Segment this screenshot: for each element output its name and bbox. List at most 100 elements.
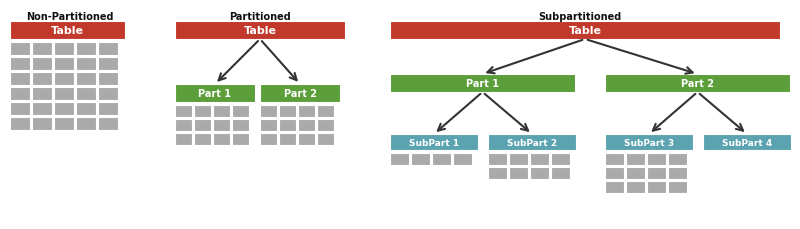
FancyBboxPatch shape (390, 134, 478, 150)
FancyBboxPatch shape (98, 73, 118, 86)
FancyBboxPatch shape (317, 120, 334, 131)
Text: Non-Partitioned: Non-Partitioned (26, 12, 114, 22)
FancyBboxPatch shape (76, 43, 96, 56)
Text: SubPart 1: SubPart 1 (409, 138, 459, 147)
FancyBboxPatch shape (626, 181, 645, 193)
FancyBboxPatch shape (298, 106, 315, 117)
FancyBboxPatch shape (317, 134, 334, 145)
Text: Table: Table (569, 26, 602, 36)
FancyBboxPatch shape (317, 106, 334, 117)
FancyBboxPatch shape (76, 117, 96, 131)
FancyBboxPatch shape (98, 58, 118, 71)
FancyBboxPatch shape (10, 22, 125, 40)
FancyBboxPatch shape (213, 106, 230, 117)
FancyBboxPatch shape (175, 22, 345, 40)
FancyBboxPatch shape (32, 73, 52, 86)
FancyBboxPatch shape (488, 134, 576, 150)
FancyBboxPatch shape (175, 134, 192, 145)
FancyBboxPatch shape (32, 43, 52, 56)
FancyBboxPatch shape (453, 153, 472, 165)
FancyBboxPatch shape (605, 153, 624, 165)
FancyBboxPatch shape (647, 181, 666, 193)
FancyBboxPatch shape (76, 103, 96, 115)
Text: SubPart 2: SubPart 2 (507, 138, 557, 147)
FancyBboxPatch shape (390, 22, 780, 40)
FancyBboxPatch shape (509, 167, 528, 179)
FancyBboxPatch shape (626, 167, 645, 179)
FancyBboxPatch shape (213, 120, 230, 131)
FancyBboxPatch shape (10, 117, 30, 131)
FancyBboxPatch shape (411, 153, 430, 165)
FancyBboxPatch shape (10, 58, 30, 71)
FancyBboxPatch shape (647, 167, 666, 179)
FancyBboxPatch shape (668, 167, 687, 179)
FancyBboxPatch shape (260, 120, 277, 131)
FancyBboxPatch shape (54, 117, 74, 131)
FancyBboxPatch shape (194, 134, 211, 145)
FancyBboxPatch shape (232, 120, 249, 131)
FancyBboxPatch shape (175, 120, 192, 131)
Text: Table: Table (51, 26, 84, 36)
FancyBboxPatch shape (488, 167, 507, 179)
FancyBboxPatch shape (298, 134, 315, 145)
FancyBboxPatch shape (54, 43, 74, 56)
FancyBboxPatch shape (626, 153, 645, 165)
FancyBboxPatch shape (260, 106, 277, 117)
FancyBboxPatch shape (530, 153, 549, 165)
FancyBboxPatch shape (32, 103, 52, 115)
FancyBboxPatch shape (54, 58, 74, 71)
FancyBboxPatch shape (76, 58, 96, 71)
FancyBboxPatch shape (10, 73, 30, 86)
FancyBboxPatch shape (488, 153, 507, 165)
FancyBboxPatch shape (279, 106, 296, 117)
FancyBboxPatch shape (10, 103, 30, 115)
FancyBboxPatch shape (647, 153, 666, 165)
FancyBboxPatch shape (605, 167, 624, 179)
FancyBboxPatch shape (390, 153, 409, 165)
FancyBboxPatch shape (232, 106, 249, 117)
FancyBboxPatch shape (32, 117, 52, 131)
FancyBboxPatch shape (668, 181, 687, 193)
FancyBboxPatch shape (10, 43, 30, 56)
FancyBboxPatch shape (551, 153, 570, 165)
FancyBboxPatch shape (260, 85, 340, 103)
FancyBboxPatch shape (260, 134, 277, 145)
Text: Subpartitioned: Subpartitioned (538, 12, 622, 22)
FancyBboxPatch shape (509, 153, 528, 165)
FancyBboxPatch shape (605, 75, 790, 93)
Text: Part 2: Part 2 (283, 89, 317, 98)
FancyBboxPatch shape (213, 134, 230, 145)
Text: Part 1: Part 1 (198, 89, 231, 98)
FancyBboxPatch shape (605, 134, 693, 150)
FancyBboxPatch shape (54, 88, 74, 101)
FancyBboxPatch shape (279, 134, 296, 145)
FancyBboxPatch shape (32, 58, 52, 71)
Text: Part 1: Part 1 (466, 79, 499, 89)
FancyBboxPatch shape (703, 134, 791, 150)
FancyBboxPatch shape (10, 88, 30, 101)
FancyBboxPatch shape (432, 153, 451, 165)
FancyBboxPatch shape (98, 103, 118, 115)
Text: Partitioned: Partitioned (229, 12, 291, 22)
FancyBboxPatch shape (76, 88, 96, 101)
FancyBboxPatch shape (54, 103, 74, 115)
FancyBboxPatch shape (551, 167, 570, 179)
Text: SubPart 4: SubPart 4 (722, 138, 772, 147)
FancyBboxPatch shape (279, 120, 296, 131)
Text: Table: Table (243, 26, 277, 36)
FancyBboxPatch shape (54, 73, 74, 86)
FancyBboxPatch shape (194, 120, 211, 131)
FancyBboxPatch shape (175, 106, 192, 117)
FancyBboxPatch shape (530, 167, 549, 179)
FancyBboxPatch shape (98, 117, 118, 131)
FancyBboxPatch shape (175, 85, 255, 103)
FancyBboxPatch shape (76, 73, 96, 86)
FancyBboxPatch shape (98, 88, 118, 101)
FancyBboxPatch shape (98, 43, 118, 56)
FancyBboxPatch shape (668, 153, 687, 165)
FancyBboxPatch shape (390, 75, 575, 93)
Text: Part 2: Part 2 (681, 79, 714, 89)
FancyBboxPatch shape (298, 120, 315, 131)
FancyBboxPatch shape (605, 181, 624, 193)
FancyBboxPatch shape (32, 88, 52, 101)
